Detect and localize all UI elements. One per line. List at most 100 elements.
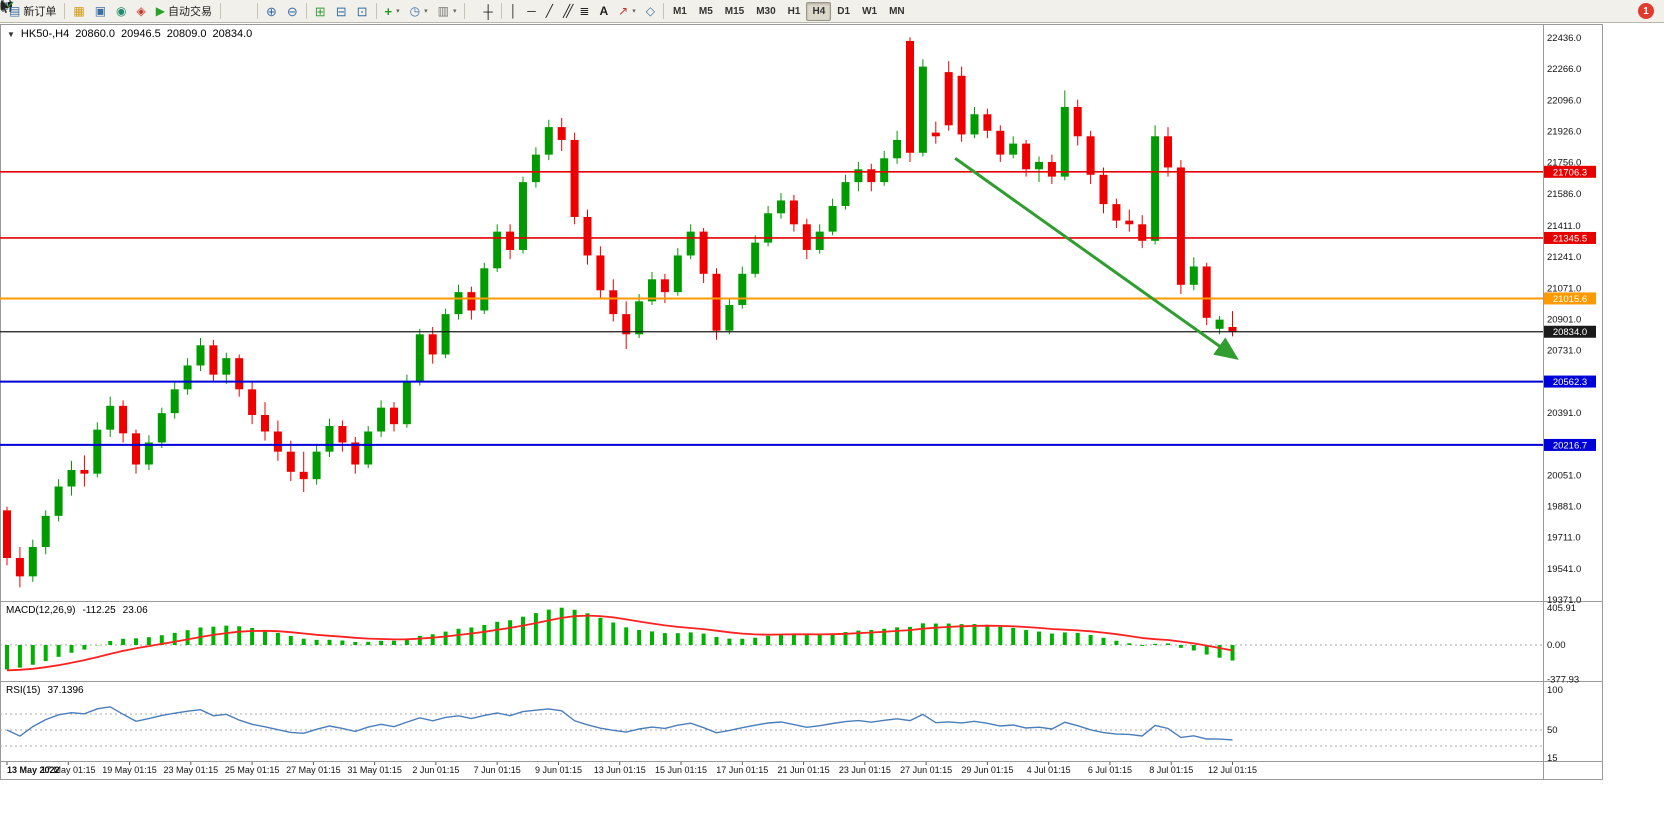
text-tool-button[interactable]: A xyxy=(594,2,613,21)
svg-text:6 Jul 01:15: 6 Jul 01:15 xyxy=(1088,765,1132,775)
fibonacci-button[interactable]: ≣ xyxy=(574,2,594,21)
svg-text:31 May 01:15: 31 May 01:15 xyxy=(347,765,402,775)
strategy-tester-button[interactable]: ◈ xyxy=(132,2,151,21)
ohlc-close: 20834.0 xyxy=(212,28,253,40)
svg-text:19371.0: 19371.0 xyxy=(1547,595,1581,606)
svg-text:21 Jun 01:15: 21 Jun 01:15 xyxy=(778,765,830,775)
toolbar-separator xyxy=(464,3,466,19)
zoom-in-button[interactable]: ⊕ xyxy=(261,2,282,21)
svg-text:15: 15 xyxy=(1547,753,1558,764)
new-order-icon: ▤ xyxy=(9,4,21,18)
svg-text:29 Jun 01:15: 29 Jun 01:15 xyxy=(961,765,1013,775)
svg-text:19881.0: 19881.0 xyxy=(1547,501,1581,512)
chevron-down-icon: ▾ xyxy=(452,8,457,15)
svg-text:4 Jul 01:15: 4 Jul 01:15 xyxy=(1027,765,1071,775)
chevron-down-icon: ▾ xyxy=(396,8,400,15)
svg-text:17 Jun 01:15: 17 Jun 01:15 xyxy=(716,765,768,775)
svg-text:405.91: 405.91 xyxy=(1547,603,1576,614)
toolbar-separator xyxy=(256,3,258,19)
svg-text:22266.0: 22266.0 xyxy=(1547,64,1581,75)
timeframe-w1-button[interactable]: W1 xyxy=(862,5,878,17)
channel-icon: ╱╱ xyxy=(562,4,574,18)
svg-text:22096.0: 22096.0 xyxy=(1547,95,1581,106)
toolbar-separator xyxy=(305,3,307,19)
trendline-icon: ╱ xyxy=(545,4,553,18)
svg-text:19711.0: 19711.0 xyxy=(1547,533,1581,544)
market-watch-icon: ▦ xyxy=(73,4,85,18)
crosshair-icon: ┼ xyxy=(483,3,493,19)
shapes-tool-button[interactable]: ◇ xyxy=(641,2,660,21)
svg-text:7 Jun 01:15: 7 Jun 01:15 xyxy=(474,765,521,775)
toolbar-separator xyxy=(64,3,66,19)
tile-windows-button[interactable]: ⊞ xyxy=(310,2,331,21)
timeframe-h1-button[interactable]: H1 xyxy=(787,5,801,17)
notification-badge[interactable]: 1 xyxy=(1638,3,1654,19)
new-order-button[interactable]: ▤ 新订单 xyxy=(4,2,61,21)
timeframe-mn-button[interactable]: MN xyxy=(889,5,905,17)
timeframe-m15-button[interactable]: M15 xyxy=(724,5,745,17)
arrows-tool-button[interactable]: ↗ ▾ xyxy=(613,2,641,21)
svg-text:27 May 01:15: 27 May 01:15 xyxy=(286,765,341,775)
macd-label: MACD(12,26,9) -112.25 23.06 xyxy=(6,605,148,616)
line-chart-button[interactable] xyxy=(0,1,254,21)
ohlc-low: 20809.0 xyxy=(166,28,207,40)
data-window-icon: ▣ xyxy=(94,4,107,18)
periods-button[interactable]: ◷ ▾ xyxy=(405,2,433,21)
svg-text:21411.0: 21411.0 xyxy=(1547,221,1581,232)
svg-text:19 May 01:15: 19 May 01:15 xyxy=(102,765,157,775)
crosshair-button[interactable]: ┼ xyxy=(478,2,497,21)
svg-text:21756.0: 21756.0 xyxy=(1547,158,1581,169)
fibonacci-icon: ≣ xyxy=(579,4,590,18)
timeframe-h4-button[interactable]: H4 xyxy=(806,1,832,21)
arrange-windows-button[interactable]: ⊟ xyxy=(331,2,352,21)
svg-text:20901.0: 20901.0 xyxy=(1547,314,1581,325)
algo-trading-button[interactable]: ▶ 自动交易 xyxy=(151,2,217,21)
algo-trading-label: 自动交易 xyxy=(167,6,212,18)
template-icon: ▥ xyxy=(437,4,449,18)
timeframe-m1-button[interactable]: M1 xyxy=(672,5,687,17)
globe-icon: ◉ xyxy=(116,4,127,18)
channel-button[interactable]: ╱╱ xyxy=(558,2,574,21)
svg-text:13 Jun 01:15: 13 Jun 01:15 xyxy=(594,765,646,775)
templates-button[interactable]: ▥ ▾ xyxy=(433,2,462,21)
zoom-out-icon: ⊖ xyxy=(286,3,298,19)
indicators-button[interactable]: + ▾ xyxy=(380,2,405,21)
play-icon: ▶ xyxy=(155,4,165,18)
price-tag xyxy=(1544,438,1596,451)
cascade-windows-button[interactable]: ⊡ xyxy=(352,2,373,21)
chevron-down-icon: ▾ xyxy=(632,8,636,15)
svg-text:21586.0: 21586.0 xyxy=(1547,189,1581,200)
svg-text:20562.3: 20562.3 xyxy=(1553,377,1587,388)
rsi-label: RSI(15) 37.1396 xyxy=(6,685,84,696)
horizontal-lines xyxy=(0,170,1543,446)
zoom-out-button[interactable]: ⊖ xyxy=(282,2,303,21)
svg-text:20834.0: 20834.0 xyxy=(1553,327,1587,338)
svg-text:21345.5: 21345.5 xyxy=(1553,233,1587,244)
bar-chart-button[interactable] xyxy=(1,1,234,21)
macd-value: -112.25 xyxy=(82,605,116,616)
svg-text:15 Jun 01:15: 15 Jun 01:15 xyxy=(655,765,707,775)
cursor-button[interactable] xyxy=(1,0,478,21)
svg-text:100: 100 xyxy=(1547,685,1563,696)
community-button[interactable]: ◉ xyxy=(111,2,131,21)
svg-text:21071.0: 21071.0 xyxy=(1547,283,1581,294)
ohlc-open: 20860.0 xyxy=(75,28,115,40)
cascade-windows-icon: ⊡ xyxy=(356,3,368,19)
trendline-button[interactable]: ╱ xyxy=(541,2,558,21)
svg-text:13 May 2022: 13 May 2022 xyxy=(7,765,60,775)
chart-borders xyxy=(0,24,1603,780)
timeframe-d1-button[interactable]: D1 xyxy=(837,5,851,17)
market-watch-button[interactable]: ▦ xyxy=(68,2,89,21)
timeframe-m5-button[interactable]: M5 xyxy=(698,5,713,17)
timeframe-m30-button[interactable]: M30 xyxy=(756,5,776,17)
vertical-line-button[interactable]: │ xyxy=(505,2,523,21)
svg-text:50: 50 xyxy=(1547,725,1558,736)
horizontal-line-button[interactable]: ─ xyxy=(522,2,541,21)
data-window-button[interactable]: ▣ xyxy=(90,2,111,21)
collapse-icon[interactable]: ▼ xyxy=(7,29,15,39)
macd-signal-value: 23.06 xyxy=(122,605,148,616)
svg-text:20731.0: 20731.0 xyxy=(1547,346,1581,357)
candlestick-chart-button[interactable] xyxy=(0,0,244,21)
